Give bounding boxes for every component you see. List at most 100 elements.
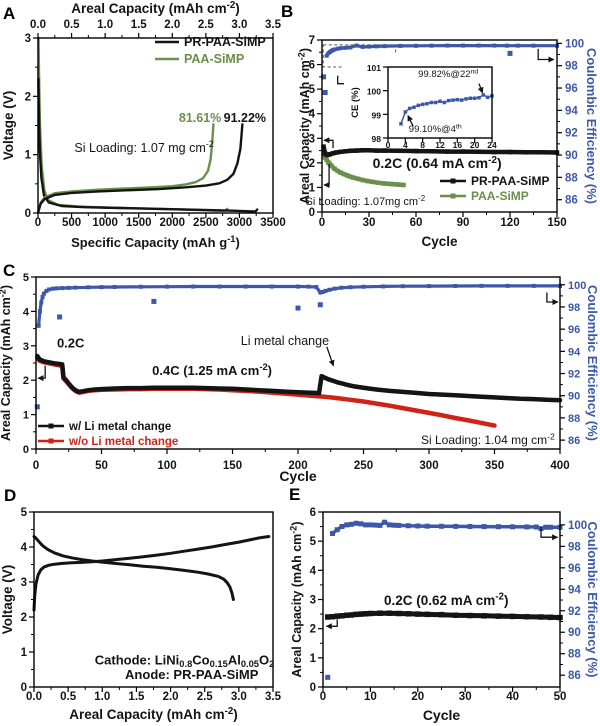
svg-text:100: 100	[568, 520, 587, 532]
svg-text:5: 5	[310, 536, 317, 548]
panel-e-fullcell-cycling: 0 10 20 30 40 50 Cycle 0 1 2 3 4 5 6 Areal Capacity (m…	[288, 507, 600, 723]
svg-text:0.5: 0.5	[60, 691, 77, 703]
svg-text:Cycle: Cycle	[423, 707, 461, 723]
svg-text:350: 350	[485, 460, 504, 472]
svg-text:1.5: 1.5	[131, 19, 148, 31]
svg-text:300: 300	[419, 460, 438, 472]
svg-text:Areal Capacity (mAh cm-2): Areal Capacity (mAh cm-2)	[71, 0, 239, 16]
svg-text:16: 16	[453, 140, 463, 150]
svg-text:20: 20	[411, 691, 424, 703]
svg-text:92: 92	[568, 606, 581, 618]
svg-text:Cycle: Cycle	[421, 234, 458, 249]
svg-text:Coulombic Efficiency (%): Coulombic Efficiency (%)	[585, 285, 600, 441]
svg-text:0: 0	[309, 207, 315, 219]
panel-label-b: B	[281, 2, 294, 21]
svg-text:250: 250	[354, 460, 373, 472]
svg-text:500: 500	[62, 217, 81, 229]
svg-text:90: 90	[568, 391, 580, 403]
svg-text:2: 2	[25, 91, 31, 103]
svg-text:2500: 2500	[193, 217, 219, 229]
svg-text:0: 0	[21, 682, 27, 694]
svg-text:0.2C: 0.2C	[57, 336, 85, 351]
svg-text:1: 1	[310, 653, 317, 665]
svg-text:100: 100	[367, 87, 381, 97]
svg-text:90: 90	[568, 627, 581, 639]
svg-text:96: 96	[568, 563, 581, 575]
svg-text:3000: 3000	[227, 217, 253, 229]
svg-text:3.5: 3.5	[265, 19, 282, 31]
svg-text:Specific Capacity (mAh g-1): Specific Capacity (mAh g-1)	[71, 234, 240, 250]
svg-text:5: 5	[21, 507, 28, 519]
svg-text:100: 100	[565, 38, 584, 50]
svg-text:400: 400	[550, 460, 569, 472]
svg-text:0.2C (0.64 mA cm-2): 0.2C (0.64 mA cm-2)	[373, 155, 502, 171]
svg-text:1: 1	[21, 647, 28, 659]
svg-text:92: 92	[568, 369, 580, 381]
svg-text:3: 3	[25, 33, 31, 45]
svg-text:2: 2	[310, 624, 316, 636]
svg-text:90: 90	[457, 217, 470, 229]
svg-text:30: 30	[363, 217, 376, 229]
svg-text:Areal Capacity (mAh cm-2): Areal Capacity (mAh cm-2)	[296, 48, 312, 204]
svg-text:Anode: PR-PAA-SiMP: Anode: PR-PAA-SiMP	[125, 667, 259, 682]
svg-text:3: 3	[309, 133, 315, 145]
svg-text:0.0: 0.0	[26, 691, 42, 703]
svg-text:50: 50	[554, 691, 567, 703]
panel-d-fullcell-voltage: 0.0 0.5 1.0 1.5 2.0 2.5 3.0 3.5 Areal Capacity (…	[0, 507, 282, 722]
svg-text:3.5: 3.5	[265, 691, 282, 703]
svg-text:0: 0	[310, 682, 316, 694]
svg-text:0.5: 0.5	[64, 19, 81, 31]
svg-text:4: 4	[309, 109, 316, 121]
svg-text:86: 86	[565, 195, 578, 207]
svg-text:2.0: 2.0	[163, 691, 179, 703]
svg-text:91.22%: 91.22%	[224, 111, 266, 125]
svg-text:PR-PAA-SiMP: PR-PAA-SiMP	[184, 35, 266, 49]
svg-text:3: 3	[23, 341, 29, 353]
svg-text:1.0: 1.0	[94, 691, 110, 703]
svg-text:0: 0	[386, 140, 391, 150]
svg-text:101: 101	[367, 63, 381, 73]
panel-label-d: D	[4, 486, 17, 505]
svg-text:3: 3	[21, 577, 27, 589]
svg-text:10: 10	[364, 691, 377, 703]
svg-text:0: 0	[35, 217, 41, 229]
svg-text:88: 88	[568, 413, 580, 425]
svg-text:92: 92	[565, 128, 578, 140]
svg-text:0.0: 0.0	[30, 19, 46, 31]
svg-text:PR-PAA-SiMP: PR-PAA-SiMP	[471, 174, 549, 188]
svg-text:98: 98	[568, 302, 580, 314]
svg-text:1.5: 1.5	[128, 691, 145, 703]
svg-text:Li metal change: Li metal change	[241, 334, 329, 348]
svg-text:98: 98	[372, 134, 382, 144]
svg-text:2.5: 2.5	[197, 691, 214, 703]
svg-text:0: 0	[320, 691, 326, 703]
svg-text:1: 1	[309, 182, 316, 194]
svg-text:Coulombic Efficiency (%): Coulombic Efficiency (%)	[585, 521, 600, 677]
svg-text:96: 96	[568, 324, 580, 336]
svg-text:0: 0	[25, 208, 31, 220]
svg-text:96: 96	[565, 83, 578, 95]
svg-text:50: 50	[95, 460, 108, 472]
svg-text:12: 12	[435, 140, 445, 150]
svg-text:0: 0	[23, 444, 29, 456]
svg-text:4: 4	[310, 565, 317, 577]
svg-text:1.0: 1.0	[97, 19, 113, 31]
svg-text:PAA-SiMP: PAA-SiMP	[184, 52, 244, 66]
svg-text:94: 94	[568, 346, 581, 358]
svg-text:99: 99	[372, 110, 382, 120]
svg-text:1500: 1500	[126, 217, 152, 229]
svg-text:3: 3	[310, 595, 316, 607]
svg-text:4: 4	[23, 306, 30, 318]
panel-c-longterm-cycling: 0 50 100 150 200 250 300 350 400 Cycle 0 1 2 3 4 5 Areal…	[0, 272, 600, 484]
svg-text:7: 7	[309, 35, 315, 47]
panel-label-c: C	[3, 261, 16, 280]
svg-text:98: 98	[568, 541, 581, 553]
svg-text:Areal Capacity (mAh cm-2): Areal Capacity (mAh cm-2)	[0, 285, 13, 441]
svg-text:4: 4	[403, 140, 408, 150]
svg-text:94: 94	[568, 584, 581, 596]
svg-text:Si Loading: 1.04 mg cm-2: Si Loading: 1.04 mg cm-2	[421, 431, 555, 447]
svg-text:100: 100	[157, 460, 176, 472]
svg-text:2: 2	[23, 375, 29, 387]
svg-text:3.0: 3.0	[231, 19, 247, 31]
